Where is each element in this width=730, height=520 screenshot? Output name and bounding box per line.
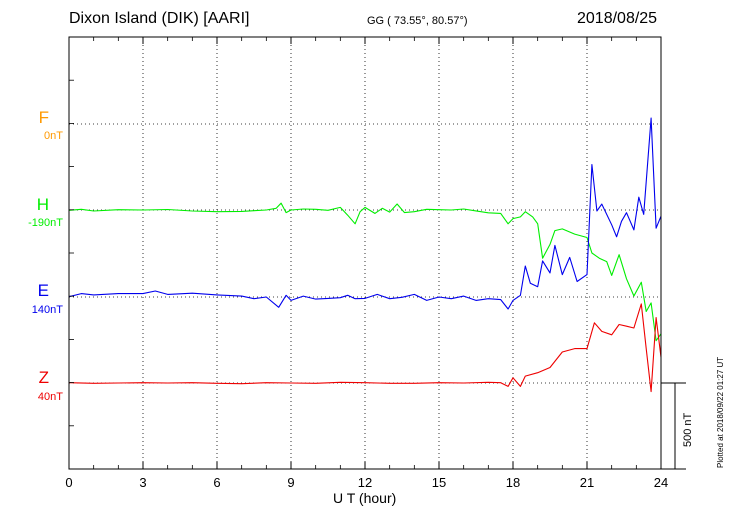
channel-h-baseline: -190nT [28, 217, 63, 229]
channel-z-baseline: 40nT [37, 391, 63, 403]
chart-traces [68, 117, 662, 393]
plotted-timestamp: Plotted at 2018/09/22 01:27 UT [716, 356, 725, 468]
x-tick-label: 9 [287, 475, 294, 490]
x-tick-label: 21 [580, 475, 594, 490]
scale-bar-label: 500 nT [682, 412, 694, 447]
trace-h [68, 202, 662, 342]
channel-z-label: Z [38, 368, 49, 387]
station-coordinates: GG ( 73.55°, 80.57°) [367, 15, 468, 27]
x-tick-label: 18 [506, 475, 520, 490]
x-tick-label: 6 [213, 475, 220, 490]
x-axis-label: U T (hour) [333, 490, 397, 506]
x-tick-label: 3 [139, 475, 146, 490]
chart-axes: 0 3 6 9 12 15 18 21 24 [65, 36, 686, 490]
x-tick-label: 12 [358, 475, 372, 490]
channel-e-baseline: 140nT [31, 304, 63, 316]
x-tick-label: 0 [65, 475, 72, 490]
channel-f-label: F [38, 108, 49, 127]
channel-h-label: H [36, 195, 49, 214]
station-title: Dixon Island (DIK) [AARI] [69, 10, 250, 27]
x-tick-label: 15 [432, 475, 446, 490]
channel-f-baseline: 0nT [44, 130, 63, 142]
chart-grid [69, 37, 661, 469]
trace-z [68, 303, 662, 393]
x-tick-label: 24 [654, 475, 668, 490]
trace-e [68, 117, 662, 310]
chart-date: 2018/08/25 [577, 10, 658, 27]
channel-e-label: E [37, 281, 49, 300]
